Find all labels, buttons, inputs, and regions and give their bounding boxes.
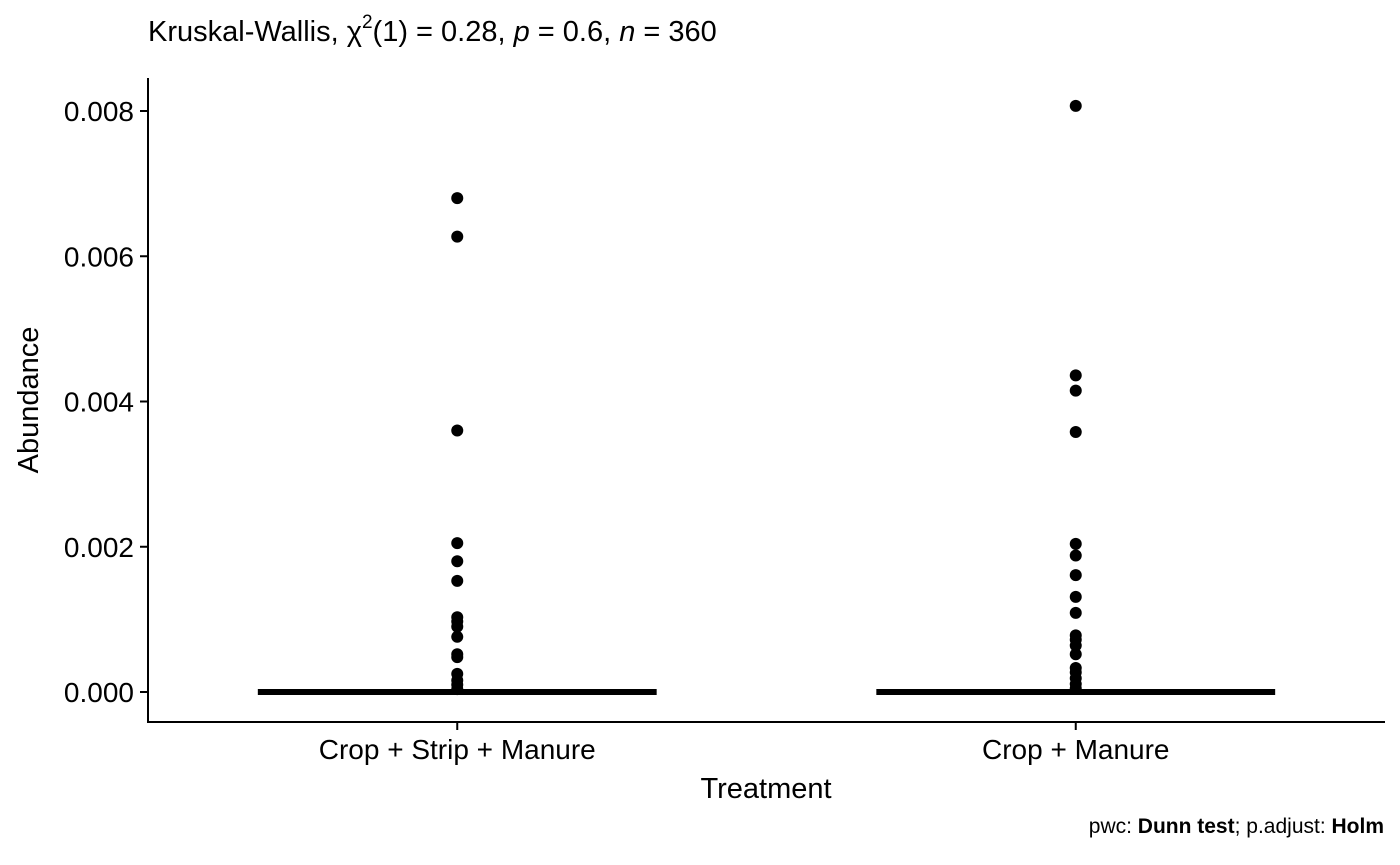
plot-marks xyxy=(257,99,1276,696)
outlier-point xyxy=(1069,606,1082,619)
outlier-point xyxy=(1069,639,1082,652)
outlier-point xyxy=(1069,590,1082,603)
outlier-point xyxy=(451,683,464,696)
title-n-value: = 360 xyxy=(635,16,717,48)
y-tick-label: 0.008 xyxy=(64,96,134,127)
y-tick-label: 0.004 xyxy=(64,387,134,418)
outlier-point xyxy=(451,630,464,643)
outlier-point xyxy=(1069,369,1082,382)
outlier-point xyxy=(451,651,464,664)
caption-separator: ; p.adjust: xyxy=(1234,815,1332,838)
outlier-point xyxy=(451,620,464,633)
outlier-point xyxy=(1069,537,1082,550)
caption-pwc-method: Dunn test xyxy=(1137,815,1235,838)
title-n-symbol: n xyxy=(619,16,636,48)
outlier-point xyxy=(451,537,464,550)
outlier-point xyxy=(1069,648,1082,661)
x-tick-label: Crop + Manure xyxy=(982,734,1170,765)
outlier-point xyxy=(451,230,464,243)
outlier-point xyxy=(451,555,464,568)
outlier-point xyxy=(1069,549,1082,562)
title-p-value: = 0.6, xyxy=(529,16,620,48)
chart-title: Kruskal-Wallis, χ2(1) = 0.28, p = 0.6, n… xyxy=(148,13,717,49)
y-axis-title: Abundance xyxy=(13,327,45,474)
outlier-point xyxy=(451,192,464,205)
caption-adjust-method: Holm xyxy=(1331,815,1385,838)
outlier-point xyxy=(1069,682,1082,695)
caption-pwc-label: pwc: xyxy=(1088,815,1138,838)
y-tick-label: 0.002 xyxy=(64,532,134,563)
outlier-point xyxy=(451,424,464,437)
x-axis: Crop + Strip + Manure Crop + Manure xyxy=(147,721,1385,765)
outlier-point xyxy=(1069,99,1082,112)
x-tick-label: Crop + Strip + Manure xyxy=(319,734,596,765)
y-tick-label: 0.000 xyxy=(64,677,134,708)
chart-caption: pwc: Dunn test; p.adjust: Holm xyxy=(1089,815,1384,839)
title-test-name: Kruskal-Wallis, xyxy=(148,16,347,48)
outlier-point xyxy=(1069,426,1082,439)
title-chi-superscript: 2 xyxy=(361,12,373,33)
title-chi-symbol: χ xyxy=(346,16,362,48)
y-tick-label: 0.006 xyxy=(64,241,134,272)
outlier-point xyxy=(1069,569,1082,582)
y-axis: 0.000 0.002 0.004 0.006 0.008 xyxy=(64,78,149,722)
title-statistic: (1) = 0.28, xyxy=(372,16,514,48)
title-p-symbol: p xyxy=(513,16,530,48)
x-axis-title: Treatment xyxy=(700,773,831,805)
outlier-point xyxy=(1069,384,1082,397)
outlier-point xyxy=(451,574,464,587)
